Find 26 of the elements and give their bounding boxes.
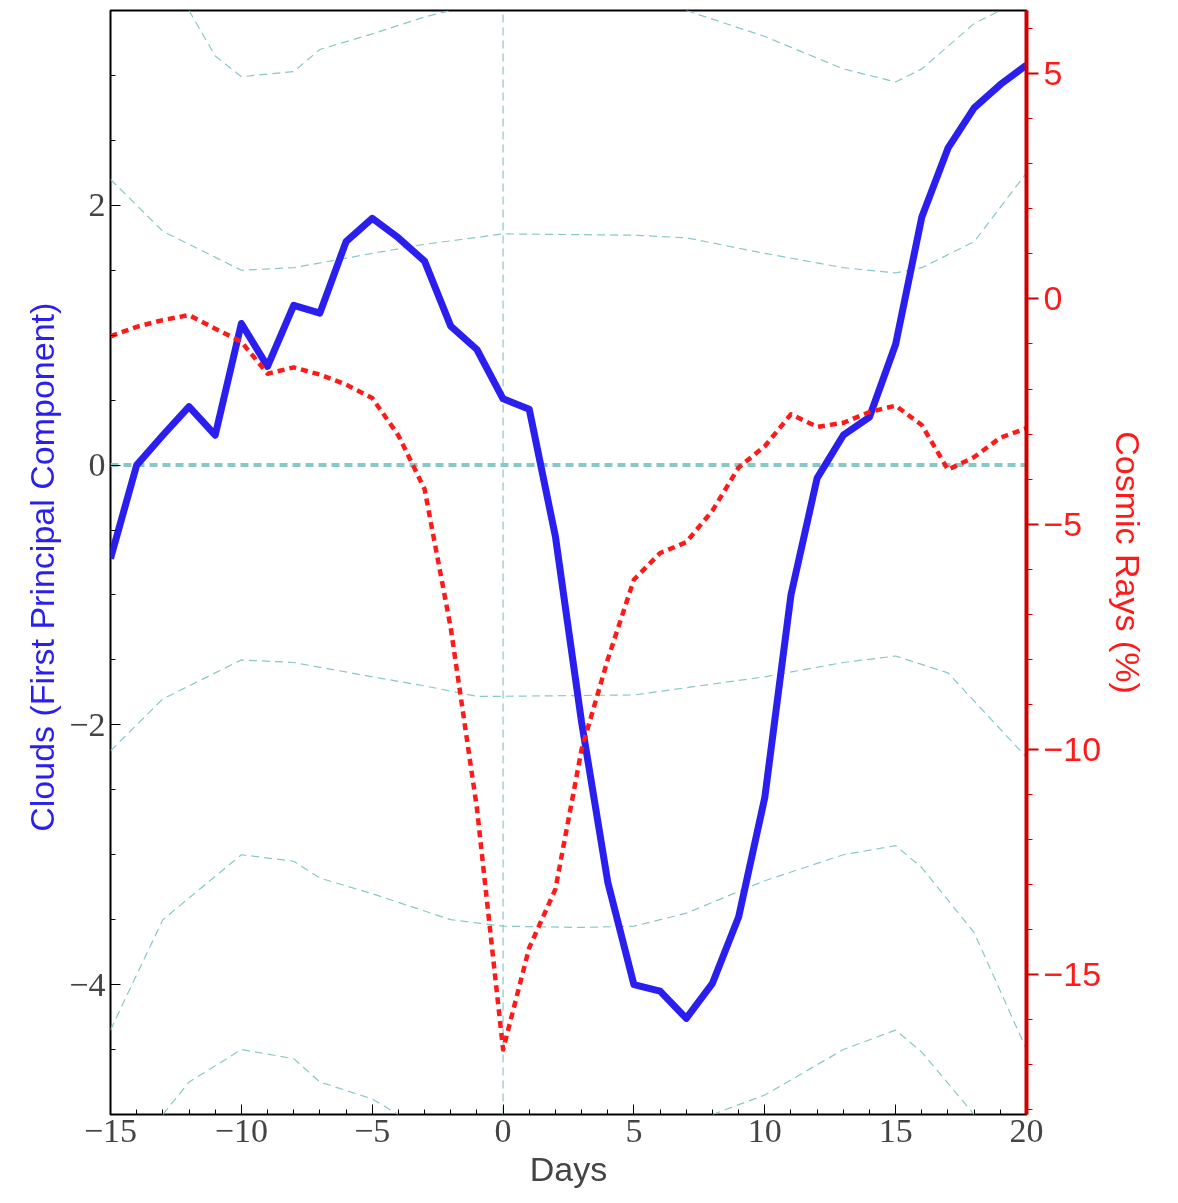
line-series [711,1029,975,1115]
line-series [110,312,1027,1052]
line-series [162,1048,399,1115]
x-tick-label: 15 [878,1111,913,1149]
y-axis-title: Clouds (First Principal Component) [23,302,62,832]
line-series [188,10,452,78]
x-tick-label: −15 [83,1111,138,1149]
y2-tick-label: −10 [1043,730,1102,768]
y-tick-label: −2 [69,705,106,743]
line-series [110,172,1027,274]
y2-tick-label: −15 [1043,955,1102,994]
y-tick-label: −4 [69,965,106,1003]
line-series [685,10,1001,83]
x-tick-label: 0 [494,1111,512,1149]
y2-tick-label: 0 [1043,279,1063,318]
y-tick-label: 2 [88,186,106,224]
y2-axis-title: Cosmic Rays (%) [1109,431,1148,694]
y2-tick-label: 5 [1043,54,1063,93]
x-tick-label: −10 [214,1111,268,1149]
x-tick-label: 20 [1009,1111,1044,1149]
x-tick-label: −5 [354,1111,391,1149]
x-tick-label: 10 [747,1111,782,1149]
y-tick-label: 0 [88,446,106,484]
x-tick-label: 5 [625,1111,643,1149]
y2-tick-label: −5 [1043,504,1083,543]
x-axis-title: Days [529,1149,608,1188]
